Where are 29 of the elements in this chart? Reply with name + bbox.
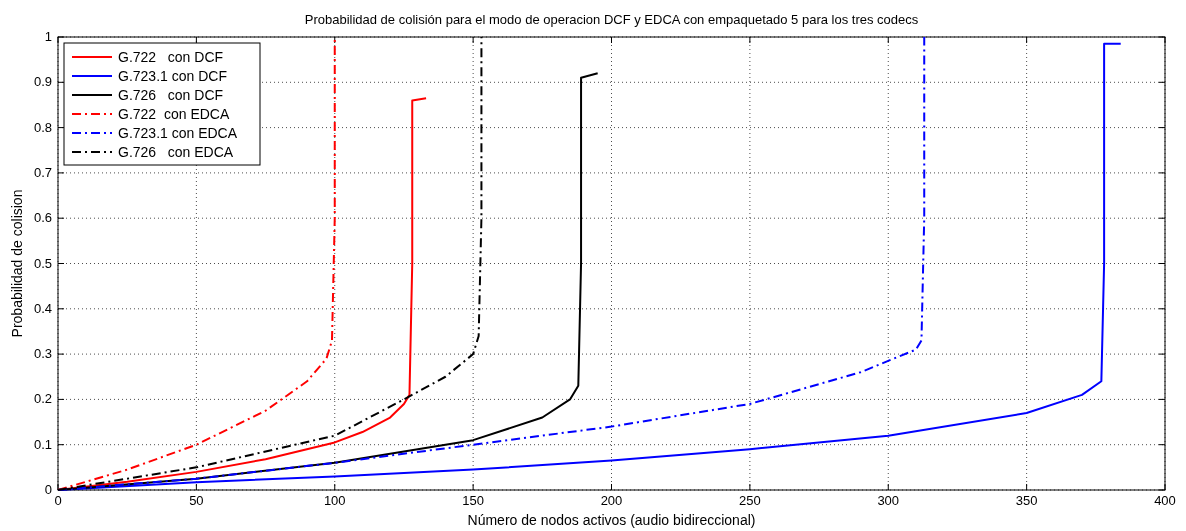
y-tick-label: 0.1 [33,436,52,452]
x-tick-label: 0 [54,493,62,508]
chart-title: Probabilidad de colisión para el modo de operacion DCF y EDCA con empaquetado 5 para los tres codecs [304,12,919,27]
y-tick-label: 0.3 [33,346,52,362]
y-tick-label: 0.6 [33,210,52,226]
y-axis-title: Probabilidad de colision [9,189,25,338]
x-tick-label: 300 [877,493,900,508]
y-tick-label: 1 [44,29,52,44]
x-tick-label: 100 [323,493,346,508]
y-tick-label: 0.7 [33,164,52,180]
x-tick-label: 150 [462,493,484,508]
x-tick-label: 350 [1015,493,1038,508]
y-tick-label: 0.8 [33,119,52,135]
x-tick-label: 400 [1154,493,1176,508]
x-tick-label: 200 [600,493,623,508]
legend-label: G.722 con DCF [118,49,224,65]
legend-label: G.723.1 con EDCA [118,125,238,141]
legend-label: G.723.1 con DCF [118,68,227,84]
x-axis-title: Número de nodos activos (audio bidireccional) [467,512,756,528]
y-tick-label: 0.9 [33,74,52,90]
legend-label: G.722 con EDCA [118,106,230,122]
x-tick-label: 50 [189,493,204,508]
legend-label: G.726 con EDCA [118,144,234,160]
x-tick-label: 250 [739,493,761,508]
y-tick-label: 0 [44,482,52,497]
legend-label: G.726 con DCF [118,87,224,103]
y-tick-label: 0.5 [33,255,52,271]
y-tick-label: 0.2 [33,391,52,407]
y-tick-label: 0.4 [33,300,52,316]
